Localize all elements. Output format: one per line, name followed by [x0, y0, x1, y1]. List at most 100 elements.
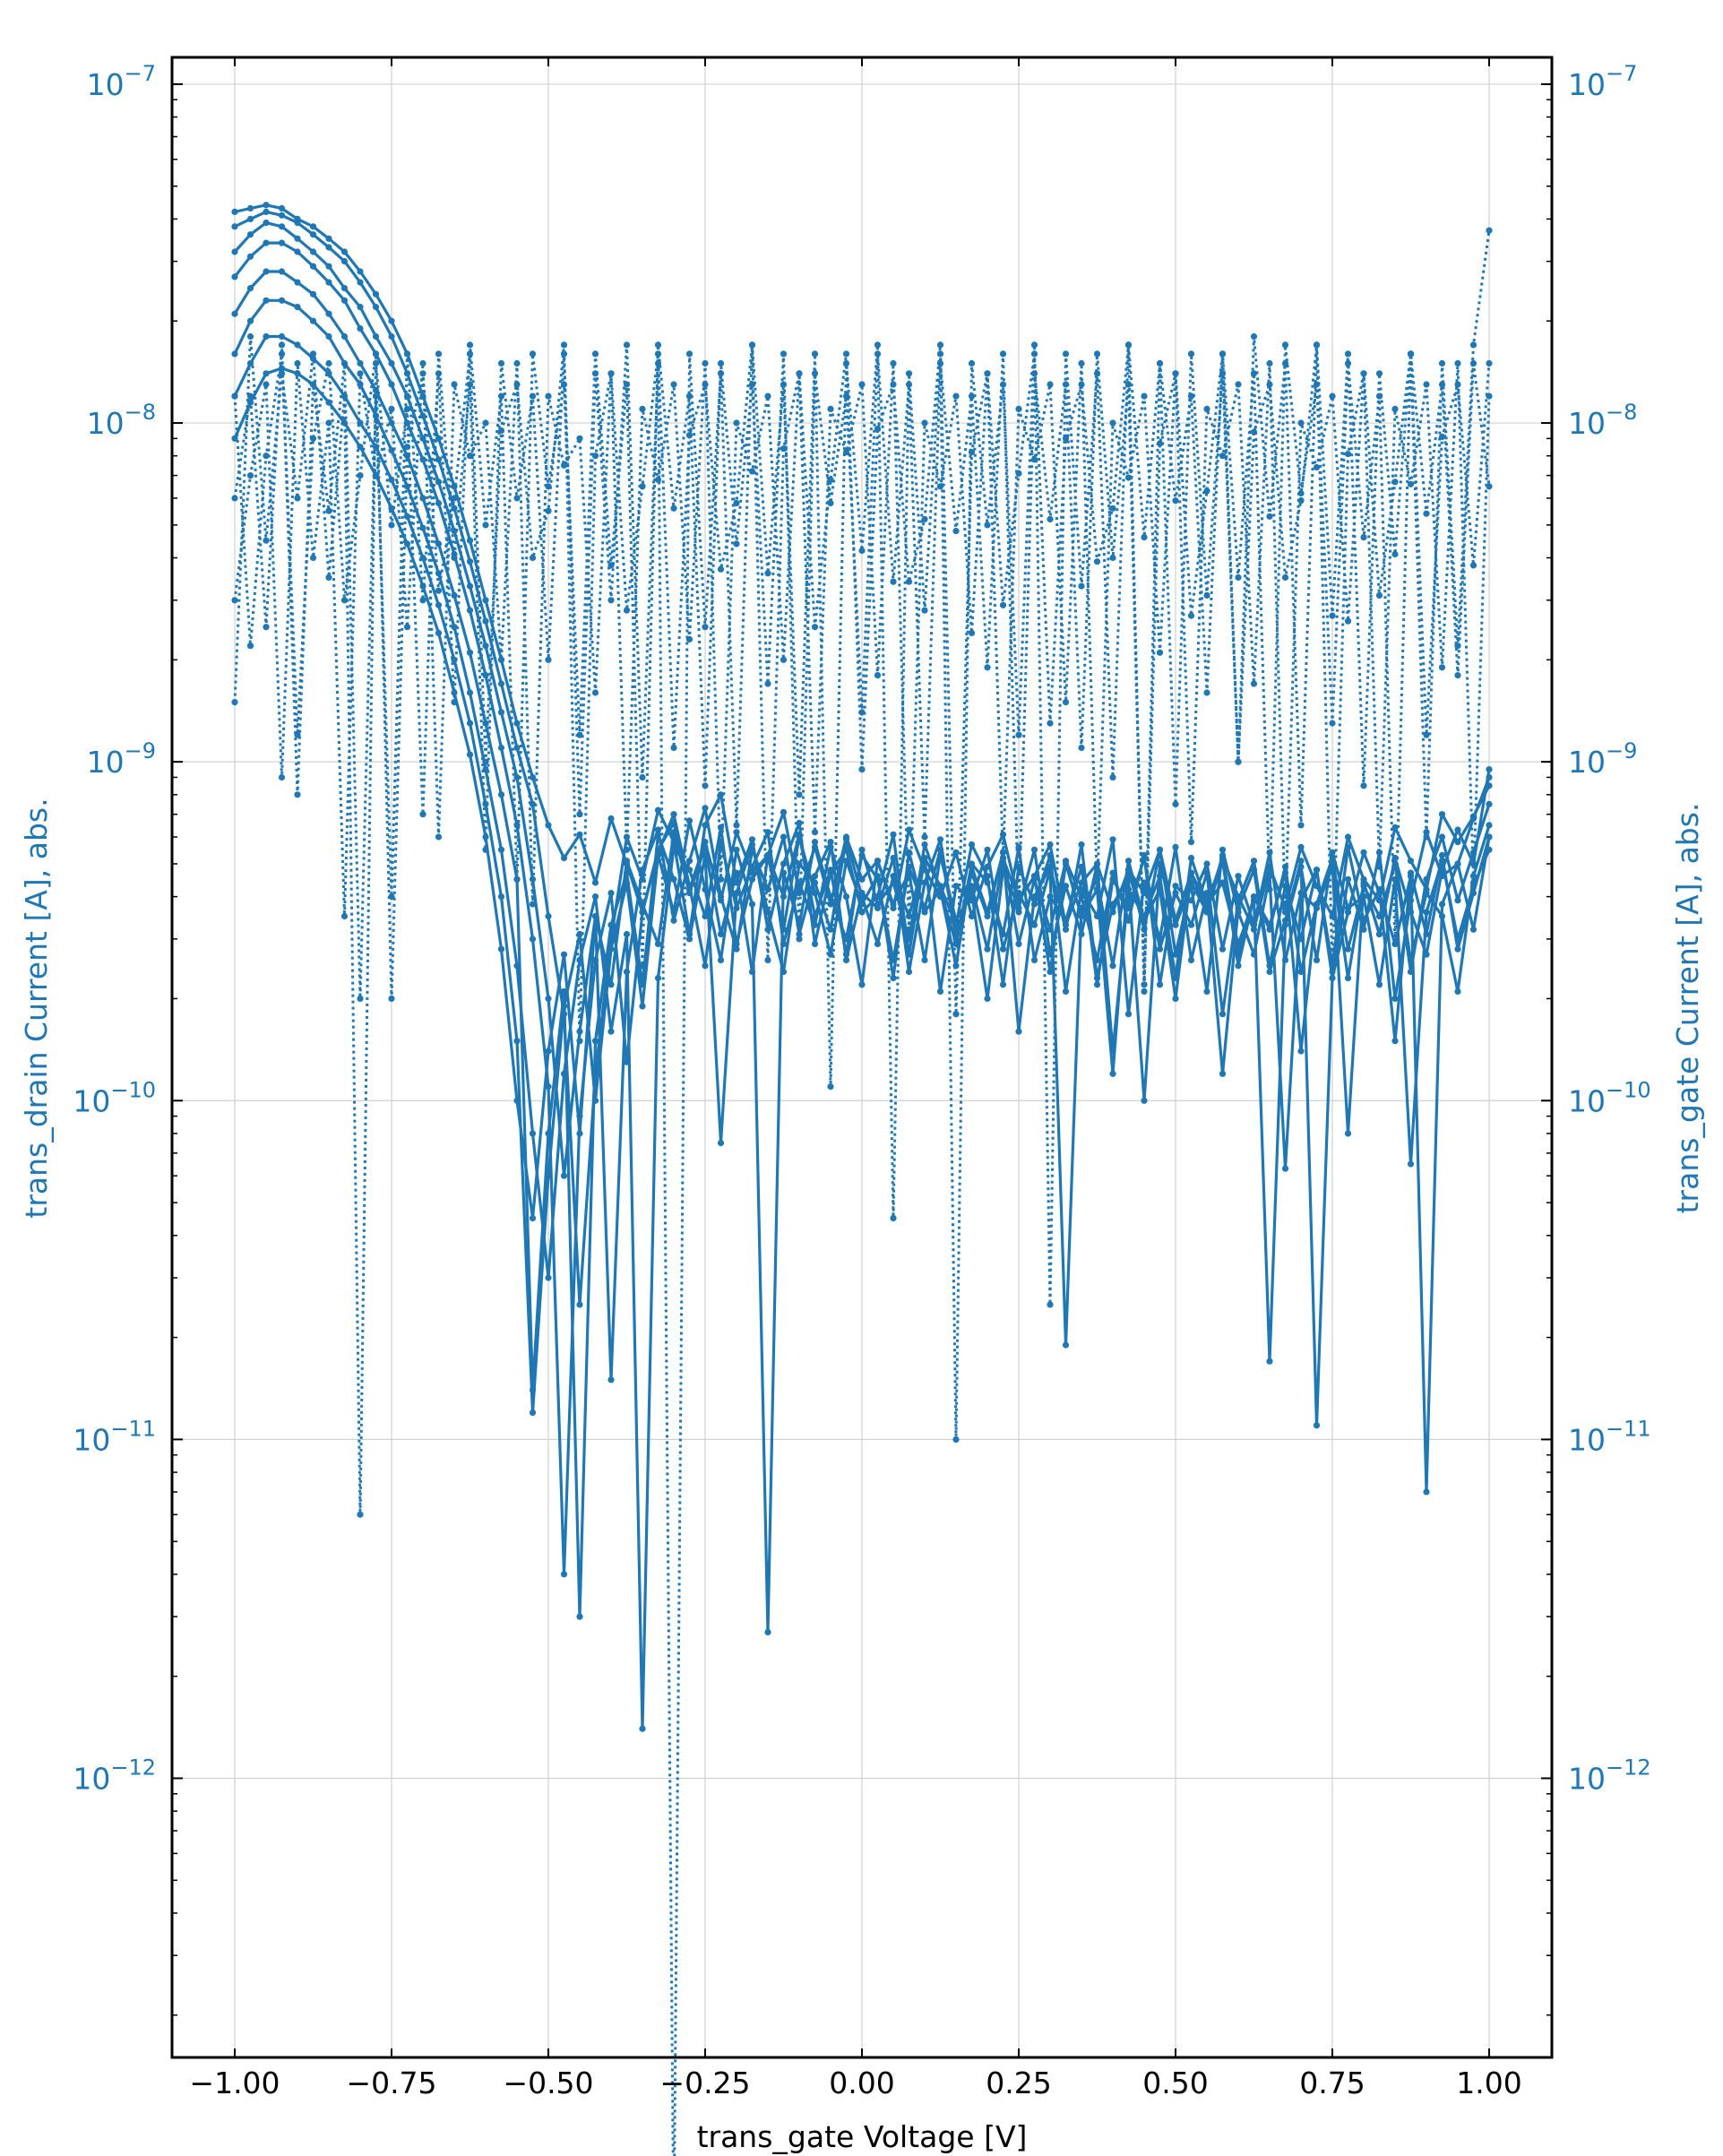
- series-drain-6: [231, 297, 1493, 1732]
- data-point: [1219, 858, 1227, 865]
- data-point: [654, 350, 662, 358]
- x-tick-label: 1.00: [1456, 2065, 1521, 2100]
- data-point: [466, 649, 474, 656]
- data-point: [858, 909, 866, 916]
- data-point: [325, 419, 332, 427]
- data-point: [1407, 1160, 1415, 1168]
- data-point: [497, 359, 505, 367]
- data-point: [905, 826, 913, 833]
- data-point: [968, 863, 976, 870]
- data-point: [639, 483, 646, 490]
- data-point: [1454, 897, 1461, 904]
- data-point: [607, 981, 615, 988]
- data-point: [905, 578, 913, 585]
- data-point: [1015, 1028, 1022, 1035]
- data-point: [466, 537, 474, 544]
- data-point: [1329, 720, 1336, 727]
- data-point: [842, 956, 850, 963]
- data-point: [294, 359, 301, 367]
- data-point: [1141, 987, 1148, 995]
- data-point: [482, 522, 489, 529]
- data-point: [796, 370, 803, 377]
- data-point: [529, 1214, 537, 1221]
- data-point: [921, 419, 928, 427]
- data-point: [513, 720, 521, 727]
- data-point: [811, 921, 819, 928]
- data-point: [1203, 987, 1210, 995]
- data-point: [733, 846, 740, 853]
- data-point: [435, 601, 443, 608]
- data-point: [1047, 381, 1054, 388]
- data-point: [827, 867, 834, 874]
- data-point: [748, 341, 756, 349]
- data-point: [874, 875, 882, 883]
- data-point: [340, 912, 349, 920]
- data-point: [231, 699, 238, 706]
- data-point: [890, 1214, 897, 1221]
- data-point: [748, 841, 756, 849]
- data-point: [1281, 956, 1289, 963]
- data-point: [796, 819, 803, 827]
- data-point: [1078, 582, 1085, 590]
- data-point: [1219, 453, 1227, 460]
- data-point: [811, 940, 819, 947]
- data-point: [685, 635, 694, 643]
- data-point: [639, 405, 646, 412]
- data-point: [827, 1083, 834, 1091]
- data-point: [842, 449, 850, 456]
- data-point: [607, 815, 615, 823]
- x-tick-labels: −1.00 −0.75 −0.50 −0.25 0.00 0.25 0.50 0.75 1.00: [189, 2065, 1521, 2100]
- data-point: [1187, 612, 1195, 619]
- data-point: [842, 350, 850, 358]
- data-point: [1047, 720, 1054, 727]
- data-point: [1187, 879, 1195, 886]
- data-point: [497, 945, 505, 953]
- data-point: [545, 392, 552, 400]
- data-point: [466, 582, 474, 590]
- data-point: [560, 1070, 568, 1077]
- data-point: [1030, 341, 1038, 349]
- data-point: [1030, 893, 1038, 901]
- data-point: [968, 359, 976, 367]
- data-point: [545, 1172, 552, 1179]
- data-point: [1062, 435, 1070, 442]
- data-point: [294, 248, 301, 255]
- data-point: [1438, 833, 1446, 841]
- data-point: [294, 731, 301, 738]
- data-point: [811, 350, 819, 358]
- data-point: [921, 607, 928, 614]
- data-point: [968, 897, 976, 904]
- data-point: [999, 350, 1007, 358]
- data-point: [1375, 863, 1383, 870]
- data-point: [388, 476, 395, 484]
- data-point: [278, 773, 286, 781]
- data-point: [858, 547, 866, 555]
- data-point: [1266, 381, 1273, 388]
- data-point: [451, 591, 458, 599]
- data-point: [263, 453, 270, 460]
- data-point: [984, 879, 991, 886]
- data-point: [764, 570, 771, 577]
- data-point: [1250, 370, 1258, 377]
- data-point: [325, 279, 332, 286]
- data-point: [294, 235, 301, 242]
- data-point: [435, 370, 443, 377]
- data-point: [309, 223, 317, 230]
- data-point: [685, 867, 694, 874]
- data-point: [1344, 359, 1352, 367]
- series-line: [233, 362, 1491, 931]
- data-point: [685, 350, 694, 358]
- data-point: [654, 826, 662, 833]
- data-point: [670, 829, 677, 836]
- data-point: [936, 846, 944, 853]
- data-point: [1344, 945, 1352, 953]
- data-point: [1078, 744, 1085, 752]
- data-point: [1329, 974, 1336, 982]
- data-point: [1203, 860, 1210, 867]
- data-point: [325, 244, 332, 251]
- data-point: [325, 310, 332, 317]
- data-point: [607, 945, 615, 953]
- data-point: [1454, 839, 1461, 846]
- data-point: [340, 285, 349, 292]
- data-point: [529, 773, 537, 781]
